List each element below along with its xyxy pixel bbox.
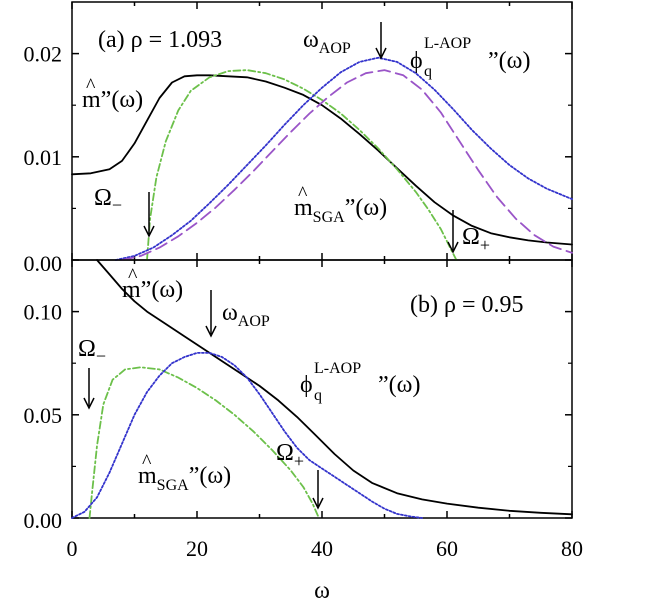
panel-a-omega-plus-main: Ω <box>462 224 480 250</box>
panel-a-msga-annotation: ^ mSGA”(ω) <box>294 183 387 226</box>
x-tick-label: 60 <box>436 536 458 561</box>
panel-a-phi-annotation: ϕ L-AOP q ”(ω) <box>410 35 530 80</box>
svg-text:Ω−: Ω− <box>94 185 122 215</box>
panel-a-omega-minus-main: Ω <box>94 185 112 211</box>
svg-text:Ω+: Ω+ <box>276 440 304 471</box>
panel-a-omega-minus-annotation: Ω− <box>94 185 155 238</box>
panel-b-omega-plus-main: Ω <box>276 440 294 466</box>
panel-a-y-tick-label: 0.00 <box>24 251 63 276</box>
svg-text:m”(ω): m”(ω) <box>122 277 183 303</box>
panel-a-msga-label: m <box>294 195 313 221</box>
panel-b-omega-aop-annotation: ωAOP <box>205 290 270 338</box>
panel-b-m-label: m <box>122 277 141 303</box>
panel-a-m-label: m <box>82 87 101 113</box>
panel-a-msga-suffix: ”(ω) <box>345 195 387 221</box>
panel-b: 0.000.050.10 (b) ρ = 0.95 ^ m”(ω) ωAOP Ω… <box>24 259 573 533</box>
panel-b-omega-plus-sub: + <box>294 451 304 471</box>
panel-a-y-tick-label: 0.02 <box>24 42 63 67</box>
panel-a-series-sga_purple <box>121 69 573 261</box>
panel-b-omega-aop-sub: AOP <box>238 313 270 330</box>
panel-b-phi-main: ϕ <box>300 372 313 398</box>
panel-a-phi-suffix: ”(ω) <box>488 48 530 74</box>
panel-a-label: (a) ρ = 1.093 <box>98 27 222 53</box>
panel-a-omega-aop-main: ω <box>303 27 319 53</box>
panel-b-phi-sup: L-AOP <box>314 360 361 377</box>
panel-a-msga-hat: ^ <box>298 183 308 205</box>
panel-a-omega-plus-arrowhead <box>447 241 459 254</box>
panel-a-curves <box>71 56 573 261</box>
panel-b-m-annotation: ^ m”(ω) <box>122 265 183 303</box>
panel-a-phi-sub: q <box>424 63 432 80</box>
svg-text:mSGA”(ω): mSGA”(ω) <box>294 195 387 226</box>
panel-b-y-tick-label: 0.00 <box>24 508 63 533</box>
panel-a-m-suffix: ”(ω) <box>101 87 143 113</box>
panel-b-y-tick-label: 0.05 <box>24 403 63 428</box>
x-tick-label: 80 <box>561 536 583 561</box>
panel-b-msga-suffix: ”(ω) <box>189 463 231 489</box>
panel-b-omega-minus-sub: − <box>96 346 106 366</box>
panel-b-series-phi <box>71 351 423 519</box>
panel-b-msga-sub: SGA <box>157 477 189 494</box>
panel-b-omega-minus-arrowhead <box>83 397 95 410</box>
x-tick-label: 40 <box>311 536 333 561</box>
svg-text:Ω−: Ω− <box>78 336 106 366</box>
panel-b-omega-plus-arrowhead <box>312 497 324 510</box>
panel-b-m-suffix: ”(ω) <box>141 277 183 303</box>
panel-a-omega-aop-sub: AOP <box>319 40 351 57</box>
panel-a-omega-aop-annotation: ωAOP <box>303 22 387 60</box>
panel-b-m-hat: ^ <box>128 265 138 287</box>
panel-a-omega-minus-arrowhead <box>143 225 155 238</box>
panel-b-phi-suffix: ”(ω) <box>378 372 420 398</box>
svg-text:ωAOP: ωAOP <box>222 300 270 330</box>
panel-b-omega-aop-arrowhead <box>205 325 217 338</box>
panel-b-series-mSGA <box>88 366 320 519</box>
panel-b-curves <box>71 259 573 519</box>
svg-text:mSGA”(ω): mSGA”(ω) <box>138 463 231 494</box>
x-tick-label: 0 <box>67 536 78 561</box>
panel-b-label: (b) ρ = 0.95 <box>410 292 524 318</box>
panel-a-phi-main: ϕ <box>410 48 423 74</box>
panel-a-series-m <box>71 74 573 246</box>
panel-a-omega-minus-sub: − <box>112 195 122 215</box>
svg-text:ϕ: ϕ <box>300 372 313 398</box>
panel-a-omega-aop-arrowhead <box>375 47 387 60</box>
panel-b-omega-plus-annotation: Ω+ <box>276 440 324 510</box>
panel-b-omega-minus-main: Ω <box>78 336 96 362</box>
panel-b-msga-hat: ^ <box>142 451 152 473</box>
panel-b-series-m <box>96 259 573 516</box>
panel-b-omega-aop-main: ω <box>222 300 238 326</box>
panel-a-m-hat: ^ <box>86 75 96 97</box>
panel-b-phi-sub: q <box>314 387 322 404</box>
panel-a-series-mSGA <box>146 69 458 261</box>
panel-b-phi-annotation: ϕ L-AOP q ”(ω) <box>300 360 420 404</box>
panel-a-y-tick-label: 0.01 <box>24 145 63 170</box>
panel-a-omega-plus-annotation: Ω+ <box>447 210 490 255</box>
panel-a-phi-sup: L-AOP <box>424 35 471 52</box>
panel-b-omega-minus-annotation: Ω− <box>78 336 106 410</box>
x-tick-label: 20 <box>186 536 208 561</box>
svg-text:ωAOP: ωAOP <box>303 27 351 57</box>
panel-b-ticks: 0.00 0.05 0.10 <box>24 260 573 533</box>
svg-text:ϕ: ϕ <box>410 48 423 74</box>
svg-text:Ω+: Ω+ <box>462 224 490 255</box>
panel-a: 0.000.010.02 (a) ρ = 1.093 ^ m”(ω) ωAOP … <box>24 1 573 276</box>
panel-a-msga-sub: SGA <box>313 209 345 226</box>
svg-text:m”(ω): m”(ω) <box>82 87 143 113</box>
panel-a-omega-plus-sub: + <box>480 235 490 255</box>
panel-b-y-tick-label: 0.10 <box>24 300 63 325</box>
x-axis-label: ω <box>314 578 330 604</box>
panel-b-msga-label: m <box>138 463 157 489</box>
panel-a-series-phi <box>114 56 573 261</box>
panel-a-ticks: 0.00 0.01 0.02 <box>24 2 573 276</box>
x-tick-labels: 0 20 40 60 80 <box>67 536 584 561</box>
panel-a-m-annotation: ^ m”(ω) <box>82 75 143 113</box>
panel-b-msga-annotation: ^ mSGA”(ω) <box>138 451 231 494</box>
